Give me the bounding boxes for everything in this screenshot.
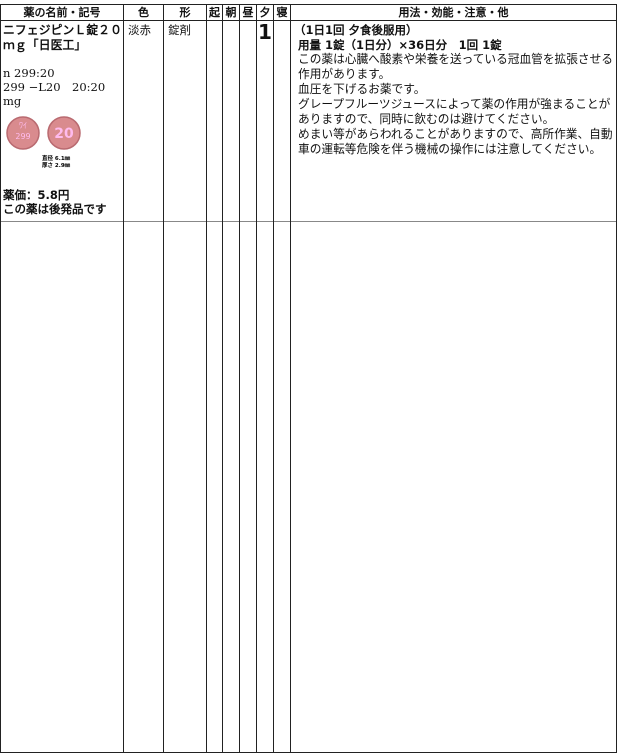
note: この薬は心臓へ酸素や栄養を送っている冠血管を拡張させる作用があります。 — [298, 52, 613, 81]
drug-name: ニフェジピンＬ錠２０ｍｇ「日医工」 — [3, 23, 122, 52]
note: 血圧を下げるお薬です。 — [298, 82, 426, 96]
drug-code: mg — [3, 94, 22, 108]
usage: （1日1回 夕食後服用） — [294, 23, 418, 37]
rule — [123, 4, 124, 753]
column-header: 用法・効能・注意・他 — [398, 6, 509, 19]
drug-code: n 299:20 — [3, 66, 55, 80]
drug-color: 淡赤 — [128, 23, 151, 37]
pill-imprint: ﾜｲ — [19, 121, 27, 130]
rule — [273, 4, 274, 753]
note: めまい等があらわれることがありますので、高所作業、自動車の運転等危険を伴う機械の… — [298, 127, 613, 156]
rule — [290, 4, 291, 753]
pill — [47, 116, 81, 150]
column-header: 起 — [209, 6, 220, 19]
pill-size: 直径 6.1㎜ — [42, 154, 71, 162]
rule — [0, 221, 617, 222]
column-header: 昼 — [242, 6, 254, 19]
rule — [0, 4, 1, 753]
evening-dose: 1 — [258, 20, 272, 44]
rule — [256, 4, 257, 753]
drug-price: 薬価：5.8円 — [3, 188, 70, 202]
rule — [0, 752, 617, 753]
rule — [206, 4, 207, 753]
drug-form: 錠剤 — [168, 23, 191, 37]
column-header: 朝 — [225, 6, 237, 19]
generic-note: この薬は後発品です — [3, 202, 107, 216]
column-header: 夕 — [259, 6, 271, 19]
notes: この薬は心臓へ酸素や栄養を送っている冠血管を拡張させる作用があります。 血圧を下… — [298, 52, 616, 157]
pill-imprint: 20 — [54, 126, 74, 142]
pill-imprint: 299 — [15, 132, 30, 141]
pill-image: ﾜｲ 299 20 直径 6.1㎜ 厚さ 2.9㎜ — [6, 116, 81, 169]
drug-code: 299 −L20 20:20 — [3, 80, 106, 94]
rule — [163, 4, 164, 753]
rule — [239, 4, 240, 753]
column-header: 色 — [138, 6, 149, 19]
note: グレープフルーツジュースによって薬の作用が強まることがありますので、同時に飲むの… — [298, 97, 611, 126]
pill — [6, 116, 40, 150]
rule — [0, 20, 617, 21]
rule — [222, 4, 223, 753]
pill-size: 厚さ 2.9㎜ — [42, 161, 71, 169]
column-header: 薬の名前・記号 — [23, 6, 101, 19]
column-header: 寝 — [276, 6, 288, 19]
rule — [0, 4, 617, 5]
dose: 用量 1錠（1日分）×36日分 1回 1錠 — [298, 38, 502, 52]
column-header: 形 — [179, 6, 191, 19]
